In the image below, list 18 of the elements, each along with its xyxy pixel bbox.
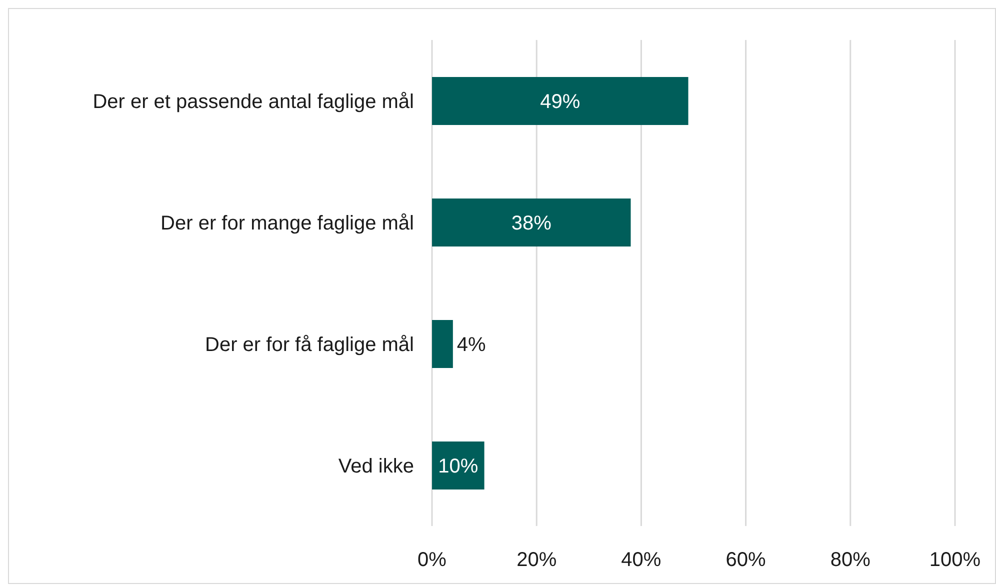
x-tick-label: 100% (929, 549, 981, 572)
y-tick-label: Der er et passende antal faglige mål (92, 90, 414, 113)
bar (432, 442, 484, 490)
data-label: 10% (438, 456, 478, 478)
y-tick-label: Der er for få faglige mål (205, 334, 414, 356)
x-tick-label: 40% (621, 549, 662, 572)
x-tick-label: 20% (516, 549, 557, 572)
x-tick-label: 80% (830, 549, 871, 572)
x-tick-label: 60% (726, 549, 766, 572)
x-tick-label: 0% (418, 549, 447, 572)
data-label: 38% (511, 212, 552, 234)
data-label: 4% (456, 334, 486, 356)
bar (432, 77, 688, 125)
y-tick-label: Ved ikke (338, 455, 414, 478)
data-label: 49% (540, 91, 580, 113)
bar (432, 198, 631, 246)
bar (432, 320, 453, 368)
y-tick-label: Der er for mange faglige mål (160, 212, 414, 234)
